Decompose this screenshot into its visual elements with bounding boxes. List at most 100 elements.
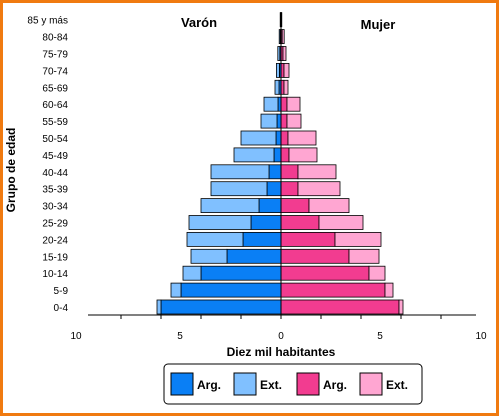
bar-male-arg bbox=[226, 248, 282, 264]
bar-female-ext bbox=[283, 63, 290, 78]
bar-female-arg bbox=[280, 265, 370, 281]
y-tick-label: 60-64 bbox=[42, 100, 68, 111]
x-tick-label: 10 bbox=[70, 331, 82, 342]
y-tick-label: 5-9 bbox=[54, 286, 69, 297]
x-tick-label: 10 bbox=[475, 331, 487, 342]
bar-male-ext bbox=[260, 113, 278, 129]
bar-female-arg bbox=[280, 282, 386, 298]
bar-male-ext bbox=[188, 215, 252, 230]
bar-female-ext bbox=[282, 46, 287, 61]
bar-male-arg bbox=[258, 198, 282, 214]
legend-swatch bbox=[359, 372, 383, 396]
bar-male-ext bbox=[190, 248, 228, 264]
bar-female-arg bbox=[280, 113, 288, 129]
bar-female-arg bbox=[280, 147, 290, 163]
bar-male-ext bbox=[210, 181, 268, 197]
legend-swatch bbox=[233, 372, 257, 396]
legend-swatch bbox=[296, 372, 320, 396]
bar-female-arg bbox=[280, 181, 299, 197]
bar-male-ext bbox=[200, 198, 260, 214]
y-tick-label: 0-4 bbox=[54, 303, 69, 314]
bar-male-ext bbox=[182, 265, 202, 281]
bar-female-arg bbox=[280, 248, 350, 264]
y-tick-label: 40-44 bbox=[42, 168, 68, 179]
bar-female-ext bbox=[398, 299, 404, 315]
y-tick-label: 50-54 bbox=[42, 134, 68, 145]
y-tick-label: 75-79 bbox=[42, 50, 68, 61]
y-tick-label: 25-29 bbox=[42, 219, 68, 230]
y-tick-label: 45-49 bbox=[42, 151, 68, 162]
bar-male-arg bbox=[273, 147, 282, 163]
bar-female-ext bbox=[297, 181, 341, 197]
bar-female-ext bbox=[281, 29, 285, 45]
y-tick-label: 80-84 bbox=[42, 33, 68, 44]
bar-female-arg bbox=[280, 299, 400, 315]
y-tick-label: 65-69 bbox=[42, 83, 68, 94]
y-axis-label: Grupo de edad bbox=[4, 128, 18, 213]
y-tick-label: 35-39 bbox=[42, 185, 68, 196]
bar-female-ext bbox=[286, 113, 302, 129]
legend-label: Ext. bbox=[386, 378, 408, 392]
bar-female-ext bbox=[283, 79, 289, 95]
y-tick-label: 20-24 bbox=[42, 235, 68, 246]
bar-female-ext bbox=[288, 147, 318, 163]
bar-male-arg bbox=[160, 299, 282, 315]
x-tick-label: 0 bbox=[278, 331, 284, 342]
bar-male-arg bbox=[266, 181, 282, 197]
legend-label: Arg. bbox=[323, 378, 347, 392]
x-tick-labels: 10 5 0 5 10 bbox=[70, 331, 487, 342]
axes-group bbox=[88, 12, 476, 319]
bar-female-ext bbox=[384, 282, 394, 298]
bar-female-ext bbox=[297, 164, 337, 180]
bar-male-ext bbox=[186, 231, 244, 247]
bar-female-arg bbox=[280, 231, 336, 247]
y-tick-label: 30-34 bbox=[42, 202, 68, 213]
bar-male-ext bbox=[156, 299, 162, 315]
bar-female-ext bbox=[287, 130, 317, 146]
title-left: Varón bbox=[181, 15, 217, 30]
bar-female-ext bbox=[286, 96, 301, 112]
y-tick-label: 70-74 bbox=[42, 66, 68, 77]
bar-male-ext bbox=[240, 130, 277, 146]
bar-male-ext bbox=[210, 164, 270, 180]
bar-male-ext bbox=[277, 46, 281, 61]
bar-female-ext bbox=[334, 231, 382, 247]
legend-label: Arg. bbox=[197, 378, 221, 392]
bar-male-arg bbox=[250, 215, 282, 230]
y-tick-label: 85 y más bbox=[27, 16, 68, 27]
bar-male-arg bbox=[275, 130, 282, 146]
bar-female-ext bbox=[348, 248, 380, 264]
bar-male-ext bbox=[233, 147, 275, 163]
x-axis-label: Diez mil habitantes bbox=[227, 345, 336, 359]
bar-female-arg bbox=[280, 96, 288, 112]
bar-male-arg bbox=[242, 231, 282, 247]
bar-male-arg bbox=[180, 282, 282, 298]
y-tick-labels: 0-4 5-9 10-14 15-19 20-24 25-29 30-34 35-39 40-4… bbox=[27, 16, 68, 314]
bar-female-ext bbox=[318, 215, 364, 230]
bar-female-arg bbox=[280, 164, 299, 180]
y-tick-label: 55-59 bbox=[42, 117, 68, 128]
bars-group bbox=[156, 12, 404, 315]
bar-male-arg bbox=[200, 265, 282, 281]
bar-male-ext bbox=[274, 79, 280, 95]
legend-swatch bbox=[170, 372, 194, 396]
bar-male-arg bbox=[276, 113, 282, 129]
bar-female-ext bbox=[368, 265, 386, 281]
legend-label: Ext. bbox=[260, 378, 282, 392]
bar-male-ext bbox=[275, 63, 280, 78]
title-right: Mujer bbox=[361, 17, 396, 32]
bar-female-arg bbox=[280, 130, 289, 146]
bar-female-ext bbox=[308, 198, 350, 214]
y-tick-label: 10-14 bbox=[42, 269, 68, 280]
bar-male-ext bbox=[263, 96, 279, 112]
legend: Arg. Ext. Arg. Ext. bbox=[163, 363, 423, 405]
bar-female-arg bbox=[280, 198, 310, 214]
bar-male-ext bbox=[278, 29, 281, 45]
y-tick-label: 15-19 bbox=[42, 252, 68, 263]
bar-male-arg bbox=[268, 164, 282, 180]
bar-male-ext bbox=[170, 282, 182, 298]
x-tick-label: 5 bbox=[377, 331, 383, 342]
legend-box bbox=[163, 363, 423, 405]
bar-female-arg bbox=[280, 215, 320, 230]
